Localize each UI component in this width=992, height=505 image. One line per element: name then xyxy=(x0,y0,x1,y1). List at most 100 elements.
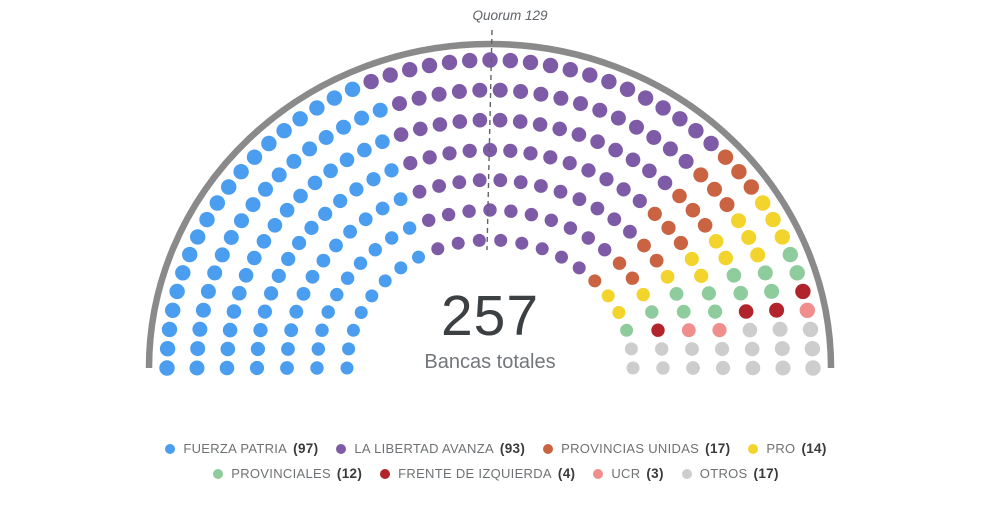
seat-dot-fuerza-patria xyxy=(302,141,318,157)
seat-dot-la-libertad-avanza xyxy=(625,152,641,168)
seat-dot-la-libertad-avanza xyxy=(542,57,559,74)
seat-dot-fuerza-patria xyxy=(221,179,237,195)
seat-dot-provinciales xyxy=(645,305,659,319)
seat-dot-fuerza-patria xyxy=(372,102,388,118)
seat-dot-la-libertad-avanza xyxy=(599,172,614,187)
seat-dot-la-libertad-avanza xyxy=(522,54,539,71)
seat-dot-fuerza-patria xyxy=(296,287,311,301)
seat-dot-pro xyxy=(601,289,615,303)
seat-dot-provincias-unidas xyxy=(707,181,722,197)
seat-dot-pro xyxy=(774,229,790,245)
seat-dot-fuerza-patria xyxy=(234,213,249,229)
seat-dot-provinciales xyxy=(757,265,773,281)
seat-dot-otros xyxy=(772,321,788,337)
seat-dot-fuerza-patria xyxy=(199,211,215,228)
seat-dot-provinciales xyxy=(764,283,780,299)
seat-dot-otros xyxy=(685,342,699,356)
seat-dot-la-libertad-avanza xyxy=(472,112,488,128)
legend-party-name: UCR xyxy=(611,466,641,481)
seat-dots xyxy=(159,52,821,376)
seat-dot-la-libertad-avanza xyxy=(632,193,647,209)
seat-dot-fuerza-patria xyxy=(384,163,399,178)
seat-dot-la-libertad-avanza xyxy=(382,67,398,83)
seat-dot-la-libertad-avanza xyxy=(573,96,588,112)
seat-dot-fuerza-patria xyxy=(344,81,361,98)
seat-dot-fuerza-patria xyxy=(336,119,351,135)
legend-party-seat-count: (93) xyxy=(499,441,526,456)
seat-dot-la-libertad-avanza xyxy=(637,90,654,106)
seat-dot-fuerza-patria xyxy=(220,341,236,357)
seat-dot-la-libertad-avanza xyxy=(582,67,598,83)
legend-party-name: OTROS xyxy=(699,466,748,481)
seat-dot-fuerza-patria xyxy=(238,268,254,283)
legend-swatch-icon xyxy=(336,443,347,454)
seat-dot-pro xyxy=(750,247,766,263)
seat-dot-fuerza-patria xyxy=(375,201,390,216)
seat-dot-provincias-unidas xyxy=(672,188,687,204)
seat-dot-fuerza-patria xyxy=(340,271,355,285)
seat-dot-fuerza-patria xyxy=(378,274,392,288)
seat-dot-fuerza-patria xyxy=(284,323,299,338)
seat-dot-fuerza-patria xyxy=(365,289,379,303)
seat-dot-provinciales xyxy=(733,285,748,301)
seat-dot-provinciales xyxy=(701,286,717,301)
seat-dot-ucr xyxy=(712,323,727,338)
seat-dot-otros xyxy=(775,360,791,376)
seat-dot-la-libertad-avanza xyxy=(402,61,418,78)
seat-dot-la-libertad-avanza xyxy=(494,233,508,247)
seat-dot-provinciales xyxy=(726,268,742,283)
seat-dot-pro xyxy=(636,287,650,302)
seat-dot-fuerza-patria xyxy=(316,253,331,268)
seat-dot-fuerza-patria xyxy=(304,220,319,235)
seat-dot-la-libertad-avanza xyxy=(503,143,518,158)
legend-row-2: PROVINCIALES (12) FRENTE DE IZQUIERDA (4) UC… xyxy=(213,466,779,481)
seat-dot-fuerza-patria xyxy=(271,167,287,183)
seat-dot-fuerza-patria xyxy=(323,163,338,179)
legend-item-provinciales: PROVINCIALES (12) xyxy=(213,466,362,481)
seat-dot-fuerza-patria xyxy=(318,130,334,145)
seat-dot-fuerza-patria xyxy=(159,341,176,357)
legend-swatch-icon xyxy=(593,468,604,479)
seat-dot-provincias-unidas xyxy=(685,202,701,218)
seat-dot-provinciales xyxy=(620,323,634,337)
seat-dot-pro xyxy=(755,195,771,211)
seat-dot-fuerza-patria xyxy=(330,287,344,302)
seat-dot-fuerza-patria xyxy=(214,247,230,263)
seat-dot-la-libertad-avanza xyxy=(462,143,477,158)
seat-dot-fuerza-patria xyxy=(165,302,181,318)
seat-dot-provinciales xyxy=(669,287,684,301)
legend-party-name: PRO xyxy=(766,441,796,456)
seat-dot-fuerza-patria xyxy=(315,323,329,337)
legend-swatch-icon xyxy=(543,443,554,454)
seat-dot-la-libertad-avanza xyxy=(413,121,428,137)
legend: FUERZA PATRIA (97) LA LIBERTAD AVANZA (93) P… xyxy=(0,441,992,481)
seat-dot-la-libertad-avanza xyxy=(472,82,488,98)
seat-dot-otros xyxy=(715,341,730,357)
seat-dot-fuerza-patria xyxy=(245,197,261,213)
seat-dot-la-libertad-avanza xyxy=(623,224,637,239)
seat-dot-fuerza-patria xyxy=(354,110,370,126)
seat-dot-la-libertad-avanza xyxy=(655,100,671,116)
seat-dot-la-libertad-avanza xyxy=(532,117,548,132)
seat-dot-fuerza-patria xyxy=(222,322,238,338)
seat-dot-la-libertad-avanza xyxy=(493,173,508,188)
seat-dot-fuerza-patria xyxy=(276,123,292,139)
seat-dot-fuerza-patria xyxy=(340,361,354,375)
seat-dot-provincias-unidas xyxy=(731,164,747,180)
seat-dot-la-libertad-avanza xyxy=(688,123,704,139)
seat-dot-fuerza-patria xyxy=(329,238,343,253)
seat-dot-la-libertad-avanza xyxy=(472,233,486,247)
seat-dot-la-libertad-avanza xyxy=(592,102,608,118)
seat-dot-la-libertad-avanza xyxy=(562,61,578,78)
quorum-line xyxy=(486,29,493,251)
seat-dot-fuerza-patria xyxy=(279,202,295,218)
seat-dot-pro xyxy=(684,251,699,267)
seat-dot-la-libertad-avanza xyxy=(672,111,688,127)
seat-dot-la-libertad-avanza xyxy=(610,110,626,126)
seat-dot-la-libertad-avanza xyxy=(411,90,427,106)
seat-dot-la-libertad-avanza xyxy=(363,73,379,90)
seat-dot-pro xyxy=(765,211,781,228)
seat-dot-fuerza-patria xyxy=(307,175,323,191)
seat-dot-fuerza-patria xyxy=(233,164,249,180)
